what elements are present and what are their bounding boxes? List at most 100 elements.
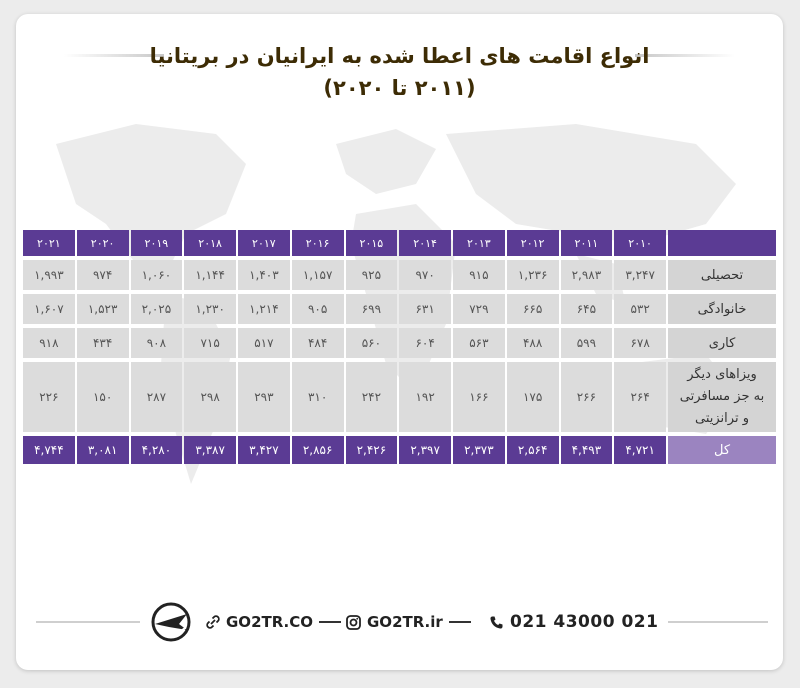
table-cell: ۶۹۹ <box>345 294 398 324</box>
table-cell: ۴۸۴ <box>291 328 344 358</box>
row-label-total: کل <box>668 436 776 464</box>
title-rule-right <box>635 54 735 57</box>
table-cell: ۹۷۴ <box>76 260 129 290</box>
table-cell: ۷۲۹ <box>453 294 505 324</box>
table-cell: ۹۰۵ <box>291 294 344 324</box>
residence-table: ۲۰۱۰ ۲۰۱۱ ۲۰۱۲ ۲۰۱۳ ۲۰۱۴ ۲۰۱۵ ۲۰۱۶ ۲۰۱۷ … <box>21 226 778 468</box>
table-cell: ۵۳۲ <box>614 294 666 324</box>
year-header: ۲۰۱۰ <box>614 230 666 256</box>
total-cell: ۲,۳۷۳ <box>453 436 505 464</box>
table-cell: ۵۶۳ <box>453 328 505 358</box>
table-cell: ۱۷۵ <box>506 362 559 432</box>
row-label: خانوادگی <box>668 294 776 324</box>
total-cell: ۳,۳۸۷ <box>184 436 236 464</box>
phone-contact[interactable]: 021 43000 021 <box>489 610 658 634</box>
row-label-line: به جز مسافرتی <box>679 389 765 404</box>
table-cell: ۹۱۸ <box>23 328 75 358</box>
table-cell: ۶۴۵ <box>560 294 613 324</box>
year-header: ۲۰۱۸ <box>184 230 236 256</box>
total-cell: ۴,۷۴۴ <box>23 436 75 464</box>
row-label: ویزاهای دیگر به جز مسافرتی و ترانزیتی <box>668 362 776 432</box>
year-header: ۲۰۱۹ <box>130 230 183 256</box>
total-cell: ۴,۷۲۱ <box>614 436 666 464</box>
table-cell: ۲۶۴ <box>614 362 666 432</box>
year-header: ۲۰۱۵ <box>345 230 398 256</box>
table-cell: ۲۸۷ <box>130 362 183 432</box>
table-cell: ۱,۱۵۷ <box>291 260 344 290</box>
table-cell: ۱,۲۳۶ <box>506 260 559 290</box>
table-cell: ۴۸۸ <box>506 328 559 358</box>
title-line-1: انواع اقامت های اعطا شده به ایرانیان در … <box>149 44 650 68</box>
table-cell: ۲۴۲ <box>345 362 398 432</box>
table-cell: ۵۶۰ <box>345 328 398 358</box>
table-cell: ۱۵۰ <box>76 362 129 432</box>
row-label: تحصیلی <box>668 260 776 290</box>
total-cell: ۳,۴۲۷ <box>238 436 290 464</box>
table-cell: ۶۳۱ <box>399 294 451 324</box>
table-cell: ۱,۰۶۰ <box>130 260 183 290</box>
total-cell: ۲,۵۶۴ <box>506 436 559 464</box>
footer: GO2TR.CO GO2TR.ir 021 43000 021 <box>16 602 783 642</box>
row-label-line: و ترانزیتی <box>695 411 749 426</box>
year-header: ۲۰۱۲ <box>506 230 559 256</box>
table-cell: ۴۳۴ <box>76 328 129 358</box>
website-text: GO2TR.CO <box>226 613 314 631</box>
table-cell: ۲,۰۲۵ <box>130 294 183 324</box>
table-cell: ۱,۲۱۴ <box>238 294 290 324</box>
table-cell: ۲۶۶ <box>560 362 613 432</box>
table-cell: ۹۱۵ <box>453 260 505 290</box>
row-label: کاری <box>668 328 776 358</box>
website-link[interactable]: GO2TR.CO <box>206 610 342 634</box>
footer-rule-left <box>36 621 140 623</box>
table-cell: ۱۶۶ <box>453 362 505 432</box>
total-cell: ۲,۳۹۷ <box>399 436 451 464</box>
table-cell: ۲,۹۸۳ <box>560 260 613 290</box>
table-cell: ۶۰۴ <box>399 328 451 358</box>
table-cell: ۱,۴۰۳ <box>238 260 290 290</box>
header-row: ۲۰۱۰ ۲۰۱۱ ۲۰۱۲ ۲۰۱۳ ۲۰۱۴ ۲۰۱۵ ۲۰۱۶ ۲۰۱۷ … <box>23 230 776 256</box>
table-cell: ۶۶۵ <box>506 294 559 324</box>
year-header: ۲۰۲۰ <box>76 230 129 256</box>
instagram-text: GO2TR.ir <box>367 613 443 631</box>
table-cell: ۱,۵۲۳ <box>76 294 129 324</box>
table-cell: ۵۱۷ <box>238 328 290 358</box>
table-cell: ۱,۹۹۳ <box>23 260 75 290</box>
table-cell: ۶۷۸ <box>614 328 666 358</box>
total-cell: ۲,۴۲۶ <box>345 436 398 464</box>
table-row-family: خانوادگی ۵۳۲ ۶۴۵ ۶۶۵ ۷۲۹ ۶۳۱ ۶۹۹ ۹۰۵ ۱,۲… <box>23 294 776 324</box>
total-cell: ۳,۰۸۱ <box>76 436 129 464</box>
table-cell: ۹۲۵ <box>345 260 398 290</box>
table-cell: ۹۷۰ <box>399 260 451 290</box>
table-cell: ۱۹۲ <box>399 362 451 432</box>
year-header: ۲۰۱۷ <box>238 230 290 256</box>
table-cell: ۷۱۵ <box>184 328 236 358</box>
instagram-link[interactable]: GO2TR.ir <box>346 610 471 634</box>
year-header: ۲۰۱۴ <box>399 230 451 256</box>
instagram-icon <box>346 614 361 630</box>
total-cell: ۴,۴۹۳ <box>560 436 613 464</box>
table-cell: ۲۹۳ <box>238 362 290 432</box>
footer-dash <box>448 621 471 623</box>
header-corner-cell <box>668 230 776 256</box>
title-rule-left <box>64 54 164 57</box>
logo-icon <box>151 602 191 642</box>
chart-title: انواع اقامت های اعطا شده به ایرانیان در … <box>16 40 783 104</box>
table-cell: ۱,۲۳۰ <box>184 294 236 324</box>
table-cell: ۱,۶۰۷ <box>23 294 75 324</box>
table-row-other-visas: ویزاهای دیگر به جز مسافرتی و ترانزیتی ۲۶… <box>23 362 776 432</box>
total-cell: ۴,۲۸۰ <box>130 436 183 464</box>
footer-dash <box>319 621 342 623</box>
table-cell: ۳,۲۴۷ <box>614 260 666 290</box>
link-icon <box>206 615 220 629</box>
table-cell: ۲۲۶ <box>23 362 75 432</box>
infographic-card: انواع اقامت های اعطا شده به ایرانیان در … <box>16 14 783 670</box>
title-line-2: (۲۰۱۱ تا ۲۰۲۰) <box>323 76 476 100</box>
table-cell: ۲۹۸ <box>184 362 236 432</box>
row-label-line: ویزاهای دیگر <box>687 367 757 382</box>
table-cell: ۳۱۰ <box>291 362 344 432</box>
footer-rule-right <box>668 621 768 623</box>
table-row-study: تحصیلی ۳,۲۴۷ ۲,۹۸۳ ۱,۲۳۶ ۹۱۵ ۹۷۰ ۹۲۵ ۱,۱… <box>23 260 776 290</box>
year-header: ۲۰۲۱ <box>23 230 75 256</box>
year-header: ۲۰۱۳ <box>453 230 505 256</box>
table-cell: ۱,۱۴۴ <box>184 260 236 290</box>
